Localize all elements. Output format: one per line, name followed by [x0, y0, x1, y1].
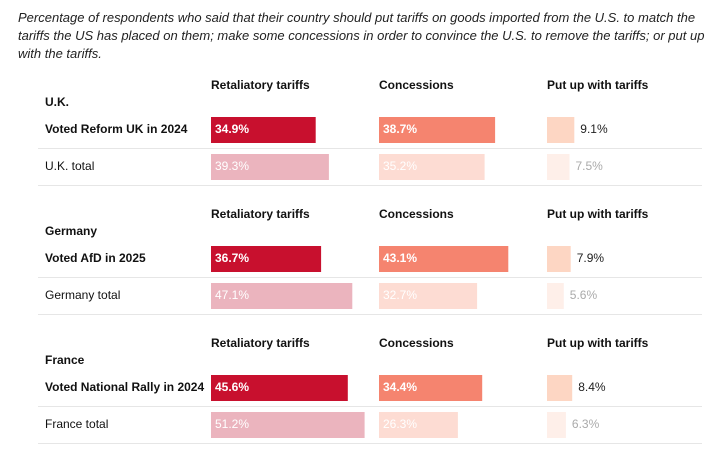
- value-label: 32.7%: [383, 288, 417, 302]
- bar: [379, 283, 478, 309]
- value-label: 7.9%: [577, 251, 605, 265]
- column-header: Put up with tariffs: [547, 78, 649, 92]
- row-label: Voted National Rally in 2024: [45, 380, 204, 394]
- bar: [379, 412, 458, 438]
- bar: [211, 375, 348, 401]
- bar: [379, 375, 483, 401]
- column-header: Concessions: [379, 207, 454, 221]
- group-name: Germany: [45, 224, 97, 238]
- bar: [547, 283, 564, 309]
- bar: [547, 246, 571, 272]
- row-label: Voted Reform UK in 2024: [45, 122, 188, 136]
- bar: [379, 117, 496, 143]
- value-label: 51.2%: [215, 417, 249, 431]
- value-label: 6.3%: [572, 417, 600, 431]
- value-label: 26.3%: [383, 417, 417, 431]
- column-header: Concessions: [379, 78, 454, 92]
- bar: [211, 154, 329, 180]
- bar: [211, 246, 322, 272]
- value-label: 38.7%: [383, 122, 417, 136]
- column-header: Concessions: [379, 336, 454, 350]
- value-label: 39.3%: [215, 159, 249, 173]
- row-label: U.K. total: [45, 159, 94, 173]
- value-label: 47.1%: [215, 288, 249, 302]
- column-header: Retaliatory tariffs: [211, 336, 310, 350]
- bar: [547, 412, 566, 438]
- value-label: 34.4%: [383, 380, 417, 394]
- value-label: 43.1%: [383, 251, 417, 265]
- row-label: Germany total: [45, 288, 120, 302]
- value-label: 8.4%: [578, 380, 606, 394]
- value-label: 35.2%: [383, 159, 417, 173]
- value-label: 34.9%: [215, 122, 249, 136]
- bar: [379, 246, 509, 272]
- bar: [547, 375, 573, 401]
- column-header: Put up with tariffs: [547, 207, 649, 221]
- bar: [211, 412, 365, 438]
- bar: [547, 154, 570, 180]
- value-label: 9.1%: [580, 122, 608, 136]
- bar: [379, 154, 485, 180]
- value-label: 45.6%: [215, 380, 249, 394]
- group-name: France: [45, 353, 85, 367]
- value-label: 5.6%: [570, 288, 598, 302]
- value-label: 36.7%: [215, 251, 249, 265]
- group-name: U.K.: [45, 95, 69, 109]
- row-label: Voted AfD in 2025: [45, 251, 146, 265]
- column-header: Retaliatory tariffs: [211, 78, 310, 92]
- bar: [211, 117, 316, 143]
- row-label: France total: [45, 417, 108, 431]
- bar: [211, 283, 353, 309]
- bar: [547, 117, 575, 143]
- chart-title: Percentage of respondents who said that …: [18, 10, 705, 61]
- column-header: Retaliatory tariffs: [211, 207, 310, 221]
- value-label: 7.5%: [576, 159, 604, 173]
- column-header: Put up with tariffs: [547, 336, 649, 350]
